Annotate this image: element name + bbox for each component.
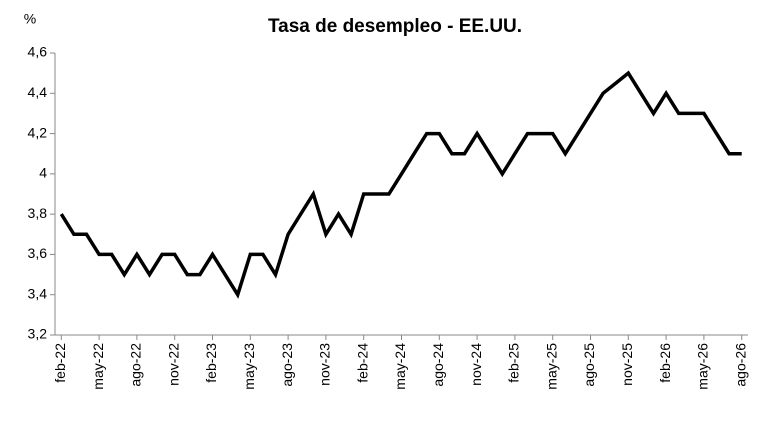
- x-tick-label: may-23: [241, 343, 257, 390]
- y-tick-label: 4: [39, 165, 47, 181]
- y-tick-label: 3,4: [28, 285, 48, 301]
- y-tick-label: 4,6: [28, 44, 48, 60]
- x-tick-label: nov-24: [468, 343, 484, 386]
- x-tick-label: ago-23: [279, 343, 295, 387]
- y-tick-label: 3,2: [28, 326, 48, 342]
- x-tick-label: ago-25: [581, 343, 597, 387]
- chart-title: Tasa de desempleo - EE.UU.: [268, 16, 522, 37]
- x-tick-label: feb-25: [506, 343, 522, 383]
- x-tick-label: nov-23: [317, 343, 333, 386]
- x-tick-label: may-24: [392, 343, 408, 390]
- x-tick-label: ago-22: [128, 343, 144, 387]
- x-tick-label: feb-26: [657, 343, 673, 383]
- y-tick-label: 4,4: [28, 84, 48, 100]
- y-tick-label: 3,6: [28, 245, 48, 261]
- x-tick-label: nov-22: [165, 343, 181, 386]
- x-tick-label: may-26: [695, 343, 711, 390]
- data-line: [59, 70, 742, 299]
- x-tick-label: ago-24: [430, 343, 446, 387]
- x-tick-label: ago-26: [732, 343, 748, 387]
- x-tick-label: may-25: [543, 343, 559, 390]
- x-tick-label: may-22: [90, 343, 106, 390]
- x-tick-label: feb-24: [354, 343, 370, 383]
- y-axis-label: %: [24, 11, 36, 27]
- y-tick-label: 4,2: [28, 124, 48, 140]
- x-tick-label: feb-22: [52, 343, 68, 383]
- y-tick-label: 3,8: [28, 205, 48, 221]
- x-tick-label: nov-25: [619, 343, 635, 386]
- x-tick-label: feb-23: [203, 343, 219, 383]
